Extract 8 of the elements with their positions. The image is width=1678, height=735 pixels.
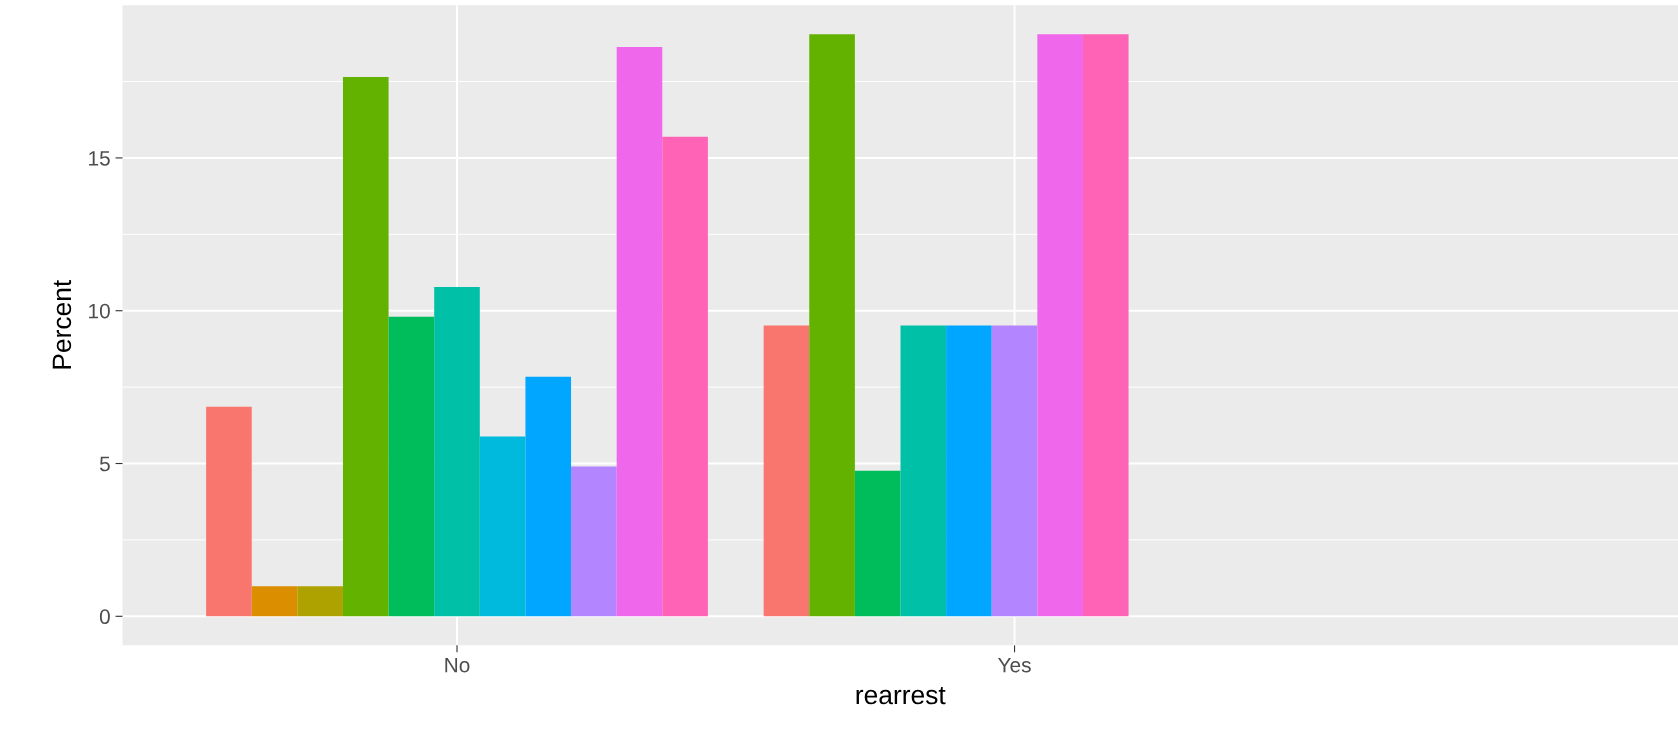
y-tick-label: 10 — [89, 303, 110, 319]
y-tick-label: 15 — [89, 151, 110, 166]
y-tick-label: 0 — [99, 609, 110, 625]
y-axis-title: Percent — [52, 279, 72, 369]
y-tick-label: 5 — [99, 456, 110, 472]
x-axis-title: rearrest — [856, 686, 946, 705]
x-tick-label: Yes — [998, 657, 1031, 673]
x-tick-label: No — [445, 657, 470, 673]
